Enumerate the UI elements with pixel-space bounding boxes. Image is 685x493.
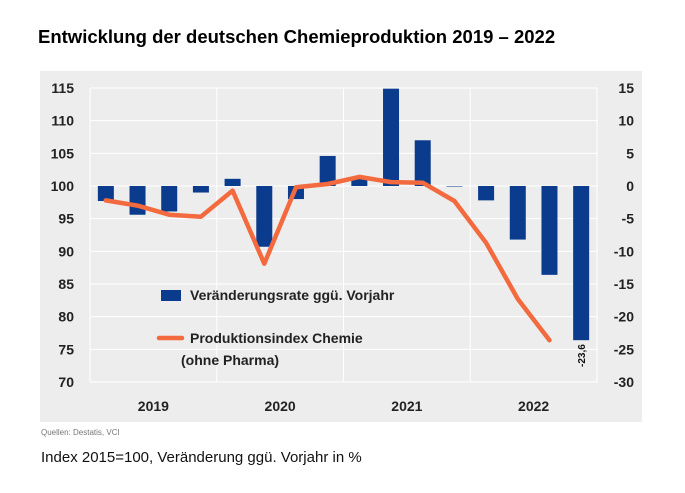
bar (383, 88, 400, 186)
left-tick-label: 75 (58, 341, 74, 357)
bar (351, 177, 368, 186)
left-tick-label: 95 (58, 211, 74, 227)
bar (414, 140, 431, 186)
data-labels: -23,6 (577, 344, 588, 367)
left-tick-label: 105 (51, 145, 75, 161)
bar (478, 186, 495, 201)
source-note: Quellen: Destatis, VCI (41, 428, 120, 437)
left-tick-label: 80 (58, 309, 74, 325)
legend-bar-label: Veränderungsrate ggü. Vorjahr (190, 287, 395, 303)
left-tick-label: 115 (51, 80, 74, 96)
footnote: Index 2015=100, Veränderung ggü. Vorjahr… (41, 449, 362, 466)
bar (256, 186, 273, 247)
bar (192, 186, 209, 193)
x-tick-label: 2020 (265, 398, 296, 414)
right-tick-label: 0 (626, 178, 634, 194)
bar (319, 155, 336, 186)
bar (509, 186, 526, 240)
right-axis-ticks: -30 -25 -20 -15 -10 -5 0 5 10 15 (614, 80, 634, 390)
left-tick-label: 100 (51, 178, 75, 194)
gridlines (89, 87, 598, 383)
right-tick-label: -20 (614, 309, 634, 325)
right-tick-label: -5 (622, 211, 635, 227)
left-tick-label: 85 (58, 276, 74, 292)
left-tick-label: 110 (51, 113, 74, 129)
x-tick-label: 2019 (138, 398, 169, 414)
x-axis-labels: 2019 2020 2021 2022 (138, 398, 550, 414)
bar (573, 186, 590, 341)
right-tick-label: 15 (618, 80, 634, 96)
bar (129, 186, 146, 215)
left-tick-label: 70 (58, 374, 74, 390)
data-label: -23,6 (577, 344, 588, 367)
bar (224, 178, 241, 186)
right-tick-label: -15 (614, 276, 634, 292)
legend: Veränderungsrate ggü. Vorjahr Produktion… (156, 287, 395, 368)
legend-line-sublabel: (ohne Pharma) (181, 352, 279, 368)
x-tick-label: 2022 (518, 398, 549, 414)
bar (161, 186, 178, 212)
x-tick-label: 2021 (391, 398, 422, 414)
legend-line-label: Produktionsindex Chemie (190, 330, 363, 346)
left-tick-label: 90 (58, 243, 74, 259)
right-tick-label: 10 (618, 113, 634, 129)
right-tick-label: -30 (614, 374, 634, 390)
left-axis-ticks: 70 75 80 85 90 95 100 105 110 115 (51, 80, 75, 390)
bar (446, 186, 463, 187)
bar (97, 186, 114, 202)
legend-bar-swatch (161, 290, 181, 301)
right-tick-label: -25 (614, 341, 634, 357)
right-tick-label: -10 (614, 243, 634, 259)
bar (541, 186, 558, 275)
chart-title: Entwicklung der deutschen Chemieprodukti… (38, 26, 556, 47)
production-index-line (103, 174, 552, 343)
right-tick-label: 5 (626, 145, 634, 161)
